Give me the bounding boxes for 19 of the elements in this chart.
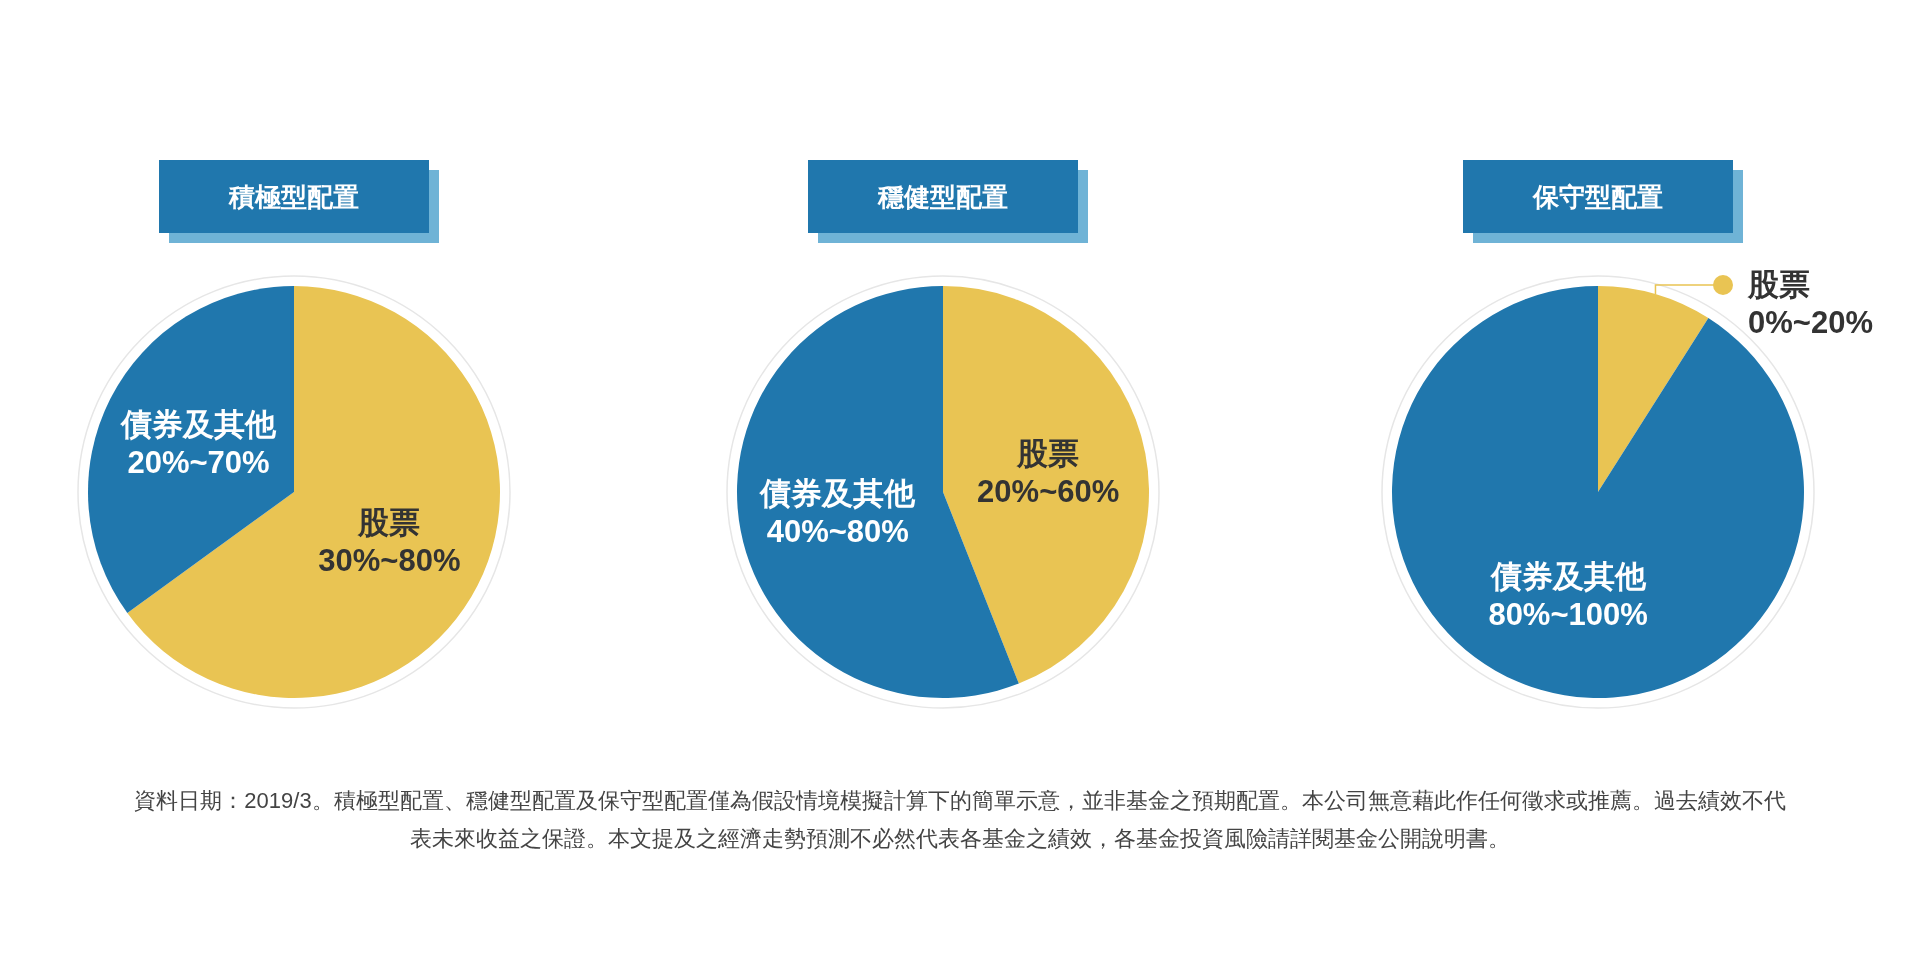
pie-slice bbox=[1598, 286, 1709, 492]
text: 20%~60% bbox=[977, 473, 1120, 509]
text: 30%~80% bbox=[318, 542, 461, 578]
legend-label: 股票 bbox=[1747, 267, 1810, 302]
slice-label: 債券及其他 bbox=[759, 476, 917, 512]
slice-label: 債券及其他 bbox=[1489, 558, 1647, 594]
text: 20%~70% bbox=[127, 445, 270, 481]
slice-label: 股票 bbox=[357, 504, 421, 540]
slice-label: 債券及其他 bbox=[120, 407, 278, 443]
pie-slice bbox=[88, 286, 294, 614]
chart-title: 穩健型配置 bbox=[877, 182, 1008, 212]
chart-title: 積極型配置 bbox=[228, 182, 359, 212]
slice-label: 股票 bbox=[1016, 435, 1080, 471]
text: 0%~20% bbox=[1748, 305, 1873, 340]
text: 40%~80% bbox=[766, 514, 909, 550]
text: 80%~100% bbox=[1488, 596, 1648, 632]
text: 資料日期：2019/3。積極型配置、穩健型配置及保守型配置僅為假設情境模擬計算下的簡單示意，並非基金之預期配置。本公司無意藉此作任何徵求或推薦。過去績效不代表未來收益之保證。本文提及之經濟走勢預測不必然代表各基金之績效，各基金投資風險請詳閱基金公開說明書。 bbox=[133, 787, 1787, 853]
pie-slice bbox=[943, 286, 1149, 684]
chart-title: 保守型配置 bbox=[1532, 182, 1663, 212]
